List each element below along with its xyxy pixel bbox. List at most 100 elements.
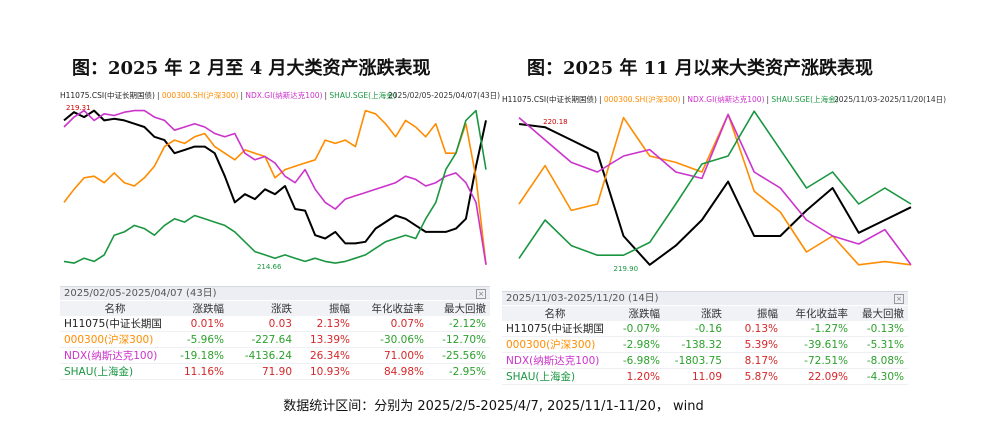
- column-header: 振幅: [726, 306, 782, 321]
- column-header: 涨跌: [664, 306, 726, 321]
- stat-value: 84.98%: [383, 365, 424, 378]
- table-row[interactable]: 000300(沪深300) -2.98% -138.32 5.39% -39.61% -5…: [502, 337, 908, 353]
- series-line-h11075: [63, 109, 487, 245]
- stat-value: -0.13%: [866, 322, 904, 335]
- stat-value: 11.16%: [183, 365, 224, 378]
- column-header: 涨跌幅: [608, 306, 664, 321]
- stat-value: -12.70%: [442, 333, 486, 346]
- series-line-hs300: [518, 113, 912, 266]
- table-row[interactable]: H11075(中证长期国 0.01% 0.03 2.13% 0.07% -2.12%: [60, 316, 490, 332]
- table-row[interactable]: 000300(沪深300) -5.96% -227.64 13.39% -30.06% -…: [60, 332, 490, 348]
- series-line-ndx: [518, 113, 912, 266]
- stat-value: -138.32: [681, 338, 722, 351]
- stat-value: 22.09%: [807, 370, 848, 383]
- stat-value: -19.18%: [180, 349, 224, 362]
- series-line-shau: [63, 109, 487, 264]
- stat-value: 71.00%: [383, 349, 424, 362]
- chart-annotation: 220.18: [543, 118, 567, 126]
- left-range-label: 2025/02/05-2025/04/07(43日): [388, 91, 501, 100]
- legend-h11075: H11075.CSI(中证长期国债): [502, 95, 597, 104]
- stat-value: 0.01%: [190, 317, 224, 330]
- stat-value: -4136.24: [244, 349, 292, 362]
- stat-value: -5.31%: [866, 338, 904, 351]
- chart-annotation: 219.31: [66, 104, 91, 112]
- series-line-h11075: [518, 123, 912, 266]
- column-header: 最大回撤: [852, 306, 908, 321]
- column-header: 名称: [502, 306, 608, 321]
- stat-value: 11.09: [691, 370, 722, 383]
- right-table-header: 2025/11/03-2025/11/20 (14日) ×: [502, 291, 908, 305]
- asset-name: NDX(纳斯达克100): [506, 355, 600, 367]
- left-line-chart: 219.31 214.66: [63, 104, 487, 271]
- stat-value: -0.07%: [622, 322, 660, 335]
- stat-value: -30.06%: [380, 333, 424, 346]
- stat-value: 71.90: [261, 365, 292, 378]
- right-legend: H11075.CSI(中证长期国债) | 000300.SH(沪深300) | ND…: [502, 95, 839, 104]
- stat-value: -25.56%: [442, 349, 486, 362]
- column-header: 年化收益率: [782, 306, 852, 321]
- stat-value: 8.17%: [744, 354, 778, 367]
- stat-value: 5.39%: [744, 338, 778, 351]
- stat-value: 5.87%: [744, 370, 778, 383]
- stat-value: -2.12%: [448, 317, 486, 330]
- series-line-ndx: [63, 109, 487, 265]
- legend-ndx: NDX.GI(纳斯达克100): [245, 91, 323, 100]
- stat-value: 0.13%: [744, 322, 778, 335]
- footer-note: 数据统计区间：分别为 2025/2/5-2025/4/7, 2025/11/1-…: [283, 399, 704, 414]
- column-header: 最大回撤: [428, 301, 490, 316]
- right-range-label: 2025/11/03-2025/11/20(14日): [834, 95, 947, 104]
- table-header-row: 名称 涨跌幅 涨跌 振幅 年化收益率 最大回撤: [502, 306, 908, 321]
- stat-value: -227.64: [251, 333, 292, 346]
- left-table-header: 2025/02/05-2025/04/07 (43日) ×: [60, 286, 490, 300]
- column-header: 振幅: [296, 301, 354, 316]
- legend-h11075: H11075.CSI(中证长期国债): [60, 91, 155, 100]
- asset-name: H11075(中证长期国: [64, 318, 162, 330]
- chart-annotation: 219.90: [614, 265, 639, 273]
- legend-shau: SHAU.SGE(上海金): [771, 95, 839, 104]
- table-row[interactable]: NDX(纳斯达克100) -19.18% -4136.24 26.34% 71.00% -…: [60, 348, 490, 364]
- stat-value: 0.07%: [390, 317, 424, 330]
- stat-value: -39.61%: [804, 338, 848, 351]
- stat-value: -1.27%: [810, 322, 848, 335]
- right-line-chart: 220.18 219.90: [518, 110, 912, 273]
- stat-value: 10.93%: [309, 365, 350, 378]
- left-table-range: 2025/02/05-2025/04/07 (43日): [64, 288, 217, 299]
- table-row[interactable]: SHAU(上海金) 1.20% 11.09 5.87% 22.09% -4.30%: [502, 369, 908, 385]
- stat-value: -2.98%: [622, 338, 660, 351]
- series-line-hs300: [63, 109, 487, 265]
- asset-name: 000300(沪深300): [64, 334, 154, 346]
- stat-value: -6.98%: [622, 354, 660, 367]
- legend-hs300: 000300.SH(沪深300): [161, 91, 239, 100]
- stat-value: -4.30%: [866, 370, 904, 383]
- legend-shau: SHAU.SGE(上海金): [329, 91, 397, 100]
- stat-value: -0.16: [694, 322, 722, 335]
- asset-name: 000300(沪深300): [506, 339, 596, 351]
- close-icon[interactable]: ×: [476, 289, 486, 299]
- stat-value: -1803.75: [674, 354, 722, 367]
- right-table-range: 2025/11/03-2025/11/20 (14日): [506, 293, 659, 304]
- column-header: 年化收益率: [354, 301, 428, 316]
- stat-value: -5.96%: [186, 333, 224, 346]
- stat-value: 26.34%: [309, 349, 350, 362]
- table-row[interactable]: SHAU(上海金) 11.16% 71.90 10.93% 84.98% -2.95%: [60, 364, 490, 380]
- close-icon[interactable]: ×: [894, 294, 904, 304]
- asset-name: SHAU(上海金): [64, 366, 134, 378]
- column-header: 名称: [60, 301, 170, 316]
- column-header: 涨跌幅: [170, 301, 228, 316]
- stat-value: 13.39%: [309, 333, 350, 346]
- stat-value: -72.51%: [804, 354, 848, 367]
- left-stats-table: 名称 涨跌幅 涨跌 振幅 年化收益率 最大回撤 H11075(中证长期国 0.01% 0.03…: [60, 301, 490, 380]
- right-chart-title: 图：2025 年 11 月以来大类资产涨跌表现: [527, 58, 873, 79]
- asset-name: H11075(中证长期国: [506, 323, 604, 335]
- left-legend: H11075.CSI(中证长期国债) | 000300.SH(沪深300) | ND…: [60, 91, 397, 100]
- right-stats-table: 名称 涨跌幅 涨跌 振幅 年化收益率 最大回撤 H11075(中证长期国 -0.07% -0.…: [502, 306, 908, 385]
- asset-name: NDX(纳斯达克100): [64, 350, 158, 362]
- series-line-shau: [518, 110, 912, 259]
- left-chart-title: 图：2025 年 2 月至 4 月大类资产涨跌表现: [72, 58, 431, 79]
- stat-value: 1.20%: [626, 370, 660, 383]
- table-row[interactable]: H11075(中证长期国 -0.07% -0.16 0.13% -1.27% -0.13%: [502, 321, 908, 337]
- stat-value: -2.95%: [448, 365, 486, 378]
- table-row[interactable]: NDX(纳斯达克100) -6.98% -1803.75 8.17% -72.51% -8…: [502, 353, 908, 369]
- legend-ndx: NDX.GI(纳斯达克100): [687, 95, 765, 104]
- chart-annotation: 214.66: [257, 263, 282, 271]
